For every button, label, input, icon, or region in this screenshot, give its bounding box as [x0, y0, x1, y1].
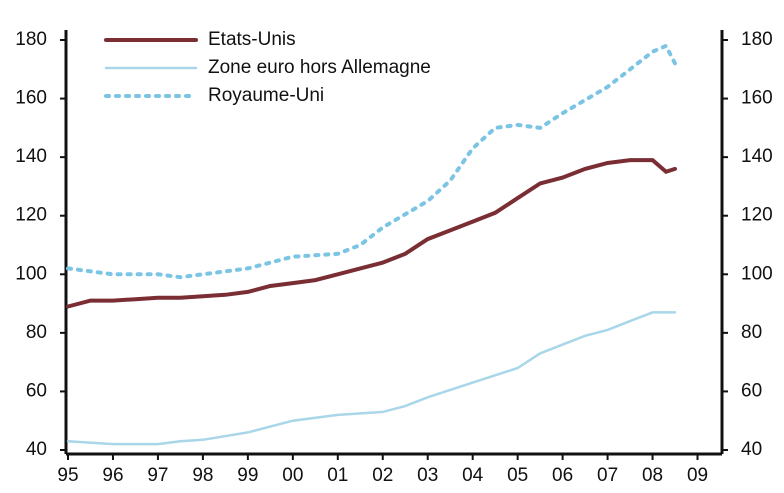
x-tick-label: 96 [102, 465, 123, 486]
y2-tick-label: 60 [741, 380, 762, 401]
y2-tick-label: 40 [741, 439, 762, 460]
y-tick-label: 180 [15, 29, 47, 50]
x-tick-label: 02 [372, 465, 393, 486]
x-tick-label: 95 [57, 465, 78, 486]
x-tick-label: 05 [507, 465, 528, 486]
y2-tick-label: 100 [741, 263, 773, 284]
x-tick-label: 99 [237, 465, 258, 486]
x-tick-label: 09 [687, 465, 708, 486]
y-tick-label: 140 [15, 146, 47, 167]
y-tick-label: 80 [26, 322, 47, 343]
legend-label: Zone euro hors Allemagne [208, 57, 431, 78]
x-tick-label: 03 [417, 465, 438, 486]
x-tick-label: 98 [192, 465, 213, 486]
x-tick-label: 00 [282, 465, 303, 486]
y-tick-label: 40 [26, 439, 47, 460]
y-tick-label: 100 [15, 263, 47, 284]
y-tick-label: 160 [15, 88, 47, 109]
line-series [66, 158, 677, 309]
x-tick-label: 01 [327, 465, 348, 486]
legend-label: Etats-Unis [208, 29, 296, 50]
y2-tick-label: 160 [741, 88, 773, 109]
x-tick-label: 04 [462, 465, 484, 486]
legend-label: Royaume-Uni [208, 85, 324, 106]
y2-tick-label: 80 [741, 322, 762, 343]
x-tick-label: 08 [642, 465, 663, 486]
y2-tick-label: 140 [741, 146, 773, 167]
y2-tick-label: 120 [741, 205, 773, 226]
line-series [66, 43, 677, 280]
y2-tick-label: 180 [741, 29, 773, 50]
x-tick-label: 06 [552, 465, 573, 486]
y-tick-label: 60 [26, 380, 47, 401]
x-tick-label: 07 [597, 465, 618, 486]
line-series [66, 311, 677, 446]
y-tick-label: 120 [15, 205, 47, 226]
x-tick-label: 97 [147, 465, 168, 486]
